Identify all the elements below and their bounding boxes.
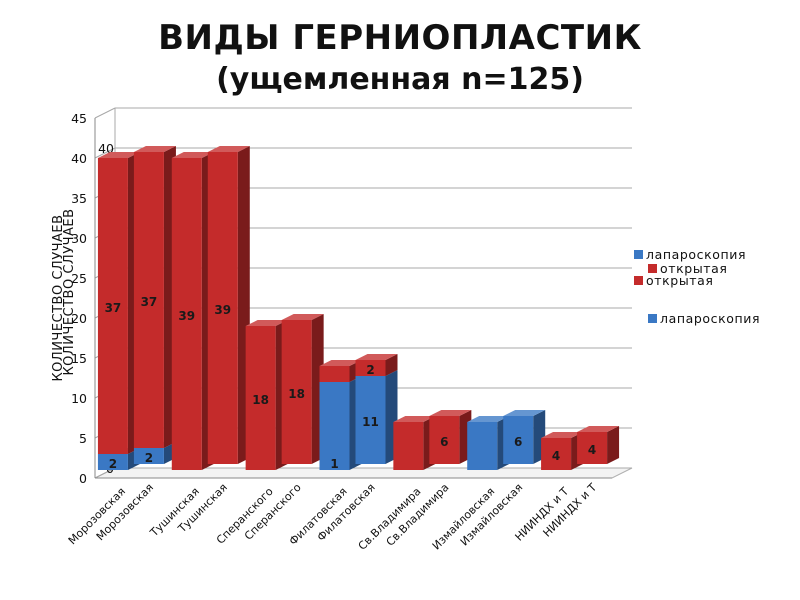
bar-open-top (355, 354, 398, 360)
bar-ghost-laparoscopy (97, 454, 128, 470)
legend-label: открытая (646, 273, 714, 288)
data-label-ghost-laparoscopy: 1 (330, 457, 338, 471)
bar-ghost-open (319, 366, 350, 382)
bar-ghost-open-top (319, 360, 362, 366)
chart-subtitle: (ущемленная n=125) (216, 62, 584, 97)
bar-open-top (577, 426, 620, 432)
legend-swatch (648, 264, 657, 273)
data-label-open: 18 (288, 387, 305, 401)
bar-ghost-laparoscopy (319, 382, 350, 470)
bar-ghost-open (245, 326, 276, 470)
bar-open-side (607, 426, 620, 464)
bar-ghost-open (97, 158, 128, 454)
gridline-side (94, 107, 116, 119)
bar-ghost-open (541, 438, 572, 470)
bar-open (207, 152, 238, 464)
legend-swatch (648, 314, 657, 323)
legend-swatch (634, 276, 643, 285)
y-axis-title: КОЛИЧЕСТВО СЛУЧАЕВ (51, 214, 66, 381)
bar-open-top (281, 314, 324, 320)
data-label-laparoscopy: 2 (145, 451, 153, 465)
y-tick-label: 0 (79, 471, 87, 486)
bar-open-top (133, 146, 176, 152)
data-label-open: 4 (588, 443, 596, 457)
chart-title: ВИДЫ ГЕРНИОПЛАСТИК (158, 18, 642, 58)
data-label-ghost-open: 4 (552, 449, 560, 463)
legend-label: лапароскопия (660, 311, 760, 326)
bar-open (355, 360, 386, 376)
data-label-laparoscopy: 6 (514, 435, 522, 449)
data-label-open: 2 (366, 363, 374, 377)
data-label-ghost-open: 37 (105, 301, 122, 315)
bar-ghost-open-top (541, 432, 584, 438)
bar-ghost-laparoscopy-top (467, 416, 510, 422)
y-tick-label: 40 (71, 151, 87, 166)
legend-label: лапароскопия (646, 247, 746, 262)
bar-ghost-open (393, 422, 424, 470)
bar-ghost-open-top (97, 152, 140, 158)
bar-laparoscopy (355, 376, 386, 464)
y-tick-label: 45 (71, 111, 87, 126)
data-label-ghost-open: 39 (178, 309, 195, 323)
bar-open (429, 416, 460, 464)
gridline-side (94, 147, 116, 159)
bar-open-side (385, 354, 398, 376)
bar-laparoscopy-top (503, 410, 546, 416)
bar-laparoscopy (503, 416, 534, 464)
bar-ghost-open-top (393, 416, 436, 422)
data-label-ghost-laparoscopy: 2 (109, 457, 117, 471)
y-tick-label: 30 (71, 231, 87, 246)
y-tick-label: 20 (71, 311, 87, 326)
bar-ghost-open-top (171, 152, 214, 158)
bar-ghost-laparoscopy (467, 422, 498, 470)
bar-open-top (207, 146, 250, 152)
bar-ghost-open (171, 158, 202, 470)
y-tick-label: 25 (71, 271, 87, 286)
bar-ghost-open-top (245, 320, 288, 326)
legend-swatch (634, 250, 643, 259)
y-axis-title-echo: КОЛИЧЕСТВО СЛУЧАЕВ (62, 208, 77, 375)
data-label-open: 6 (440, 435, 448, 449)
bar-laparoscopy (133, 448, 164, 464)
data-label-laparoscopy: 11 (362, 415, 379, 429)
legend-label: открытая (660, 261, 728, 276)
bar-open (133, 152, 164, 448)
bar-open-top (429, 410, 472, 416)
data-label-open: 39 (214, 303, 231, 317)
bar-open (577, 432, 608, 464)
bar-open (281, 320, 312, 464)
y-tick-label: 5 (79, 431, 87, 446)
data-label-open: 37 (141, 295, 158, 309)
y-tick-label: 10 (71, 391, 87, 406)
y-tick-label: 15 (71, 351, 87, 366)
data-label-ghost-open: 18 (252, 393, 269, 407)
y-tick-label: 35 (71, 191, 87, 206)
